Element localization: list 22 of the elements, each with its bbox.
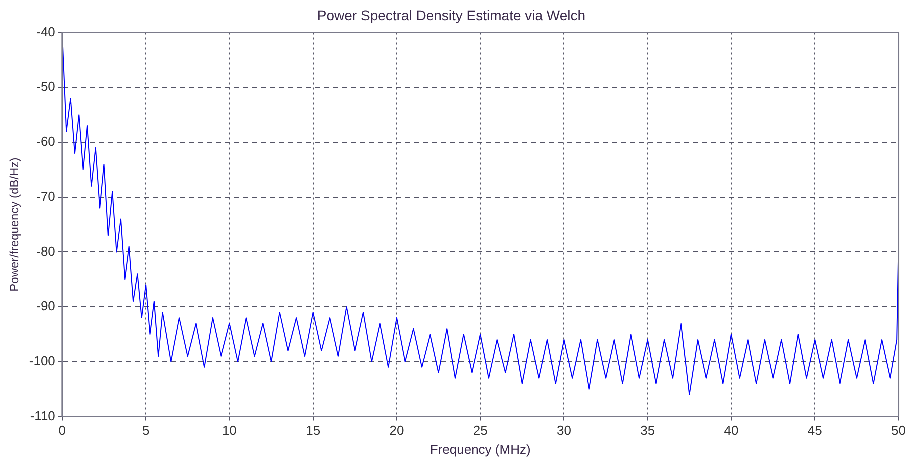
x-tick-label: 15 xyxy=(306,423,321,438)
x-tick-label: 25 xyxy=(473,423,488,438)
x-tick-label: 35 xyxy=(640,423,656,438)
y-tick-label: -80 xyxy=(36,244,56,259)
x-tick-label: 10 xyxy=(222,423,237,438)
x-tick-label: 20 xyxy=(390,423,404,438)
y-tick-label: -90 xyxy=(36,298,56,314)
y-tick-label: -60 xyxy=(36,134,56,150)
x-tick-label: 50 xyxy=(892,423,906,438)
y-axis-title: Power/frequency (dB/Hz) xyxy=(8,158,22,292)
x-tick-label: 30 xyxy=(556,423,572,438)
x-tick-label: 40 xyxy=(724,423,739,438)
x-tick-label: 45 xyxy=(808,423,822,438)
y-tick-label: -110 xyxy=(30,408,56,424)
x-tick-label: 0 xyxy=(58,423,66,438)
y-tick-label: -70 xyxy=(36,188,56,204)
chart-title: Power Spectral Density Estimate via Welch xyxy=(317,7,586,24)
x-tick-label: 5 xyxy=(142,423,150,438)
y-tick-label: -100 xyxy=(29,354,56,369)
x-axis-title: Frequency (MHz) xyxy=(430,442,531,457)
y-tick-label: -40 xyxy=(36,24,56,40)
y-tick-label: -50 xyxy=(36,79,56,94)
